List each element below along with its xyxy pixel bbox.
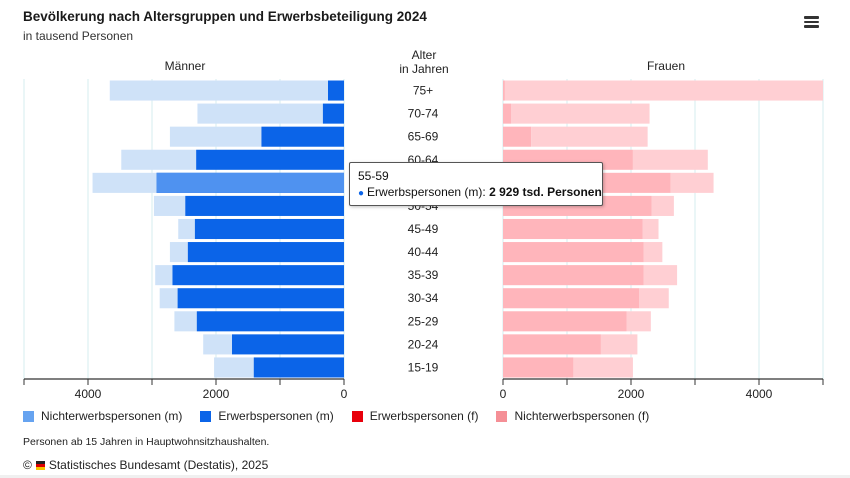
copyright-text: Statistisches Bundesamt (Destatis), 2025	[48, 458, 269, 472]
bar-erwerbspersonen-f	[503, 334, 601, 355]
bar-erwerbspersonen-m	[328, 80, 344, 101]
bar-nichterwerbspersonen-f	[573, 357, 633, 378]
category-label: 65-69	[408, 130, 439, 144]
x-tick-label-left: 2000	[203, 387, 230, 401]
bar-erwerbspersonen-f	[503, 357, 574, 378]
bar-nichterwerbspersonen-f	[504, 80, 823, 101]
bar-nichterwerbspersonen-f	[651, 195, 674, 216]
bar-nichterwerbspersonen-m	[153, 195, 186, 216]
hamburger-menu-icon[interactable]	[802, 14, 822, 32]
bar-erwerbspersonen-f	[503, 103, 512, 124]
bar-nichterwerbspersonen-f	[511, 103, 650, 124]
legend-swatch	[351, 410, 363, 422]
legend-item-erwerbspersonen-f[interactable]: Erwerbspersonen (f)	[351, 409, 479, 423]
bar-erwerbspersonen-m	[253, 357, 344, 378]
legend-swatch	[496, 410, 508, 422]
bar-nichterwerbspersonen-f	[639, 288, 669, 309]
x-tick-label-right: 4000	[746, 387, 773, 401]
panel-title-maenner: Männer	[165, 59, 206, 73]
chart-credits[interactable]: © Statistisches Bundesamt (Destatis), 20…	[23, 458, 268, 472]
legend-label: Nichterwerbspersonen (m)	[41, 409, 183, 423]
bottom-divider	[0, 475, 850, 478]
bar-nichterwerbspersonen-m	[92, 172, 157, 193]
bar-nichterwerbspersonen-m	[214, 357, 254, 378]
bar-erwerbspersonen-f	[503, 126, 532, 147]
chart-tooltip: 55-59 ● Erwerbspersonen (m): 2 929 tsd. P…	[349, 162, 603, 206]
bar-nichterwerbspersonen-m	[109, 80, 328, 101]
tooltip-value: 2 929 tsd. Personen	[489, 185, 602, 199]
bar-nichterwerbspersonen-f	[626, 311, 651, 332]
category-label: 40-44	[408, 245, 439, 259]
legend-swatch	[200, 410, 212, 422]
bar-erwerbspersonen-m	[185, 195, 344, 216]
copyright-symbol: ©	[23, 458, 32, 472]
x-tick-label-right: 0	[500, 387, 507, 401]
bar-nichterwerbspersonen-f	[642, 218, 659, 240]
bar-erwerbspersonen-m	[196, 311, 344, 332]
bar-erwerbspersonen-m	[187, 242, 344, 263]
bar-nichterwerbspersonen-f	[600, 334, 638, 355]
bar-erwerbspersonen-m	[172, 265, 344, 286]
legend-item-nichterwerbspersonen-f[interactable]: Nichterwerbspersonen (f)	[496, 409, 649, 423]
x-tick-label-left: 4000	[75, 387, 102, 401]
legend-label: Erwerbspersonen (m)	[218, 409, 334, 423]
legend-item-nichterwerbspersonen-m[interactable]: Nichterwerbspersonen (m)	[23, 409, 182, 423]
bar-nichterwerbspersonen-m	[174, 311, 197, 332]
chart-subtitle: in tausend Personen	[23, 29, 134, 43]
bar-nichterwerbspersonen-m	[155, 265, 173, 286]
bar-nichterwerbspersonen-f	[643, 242, 663, 263]
legend-label: Nichterwerbspersonen (f)	[514, 409, 650, 423]
legend-item-erwerbspersonen-m[interactable]: Erwerbspersonen (m)	[200, 409, 334, 423]
category-label: 20-24	[408, 337, 439, 351]
tooltip-value-line: ● Erwerbspersonen (m): 2 929 tsd. Persone…	[358, 185, 602, 199]
category-label: 45-49	[408, 222, 439, 236]
bar-nichterwerbspersonen-f	[531, 126, 648, 147]
bar-erwerbspersonen-m	[261, 126, 344, 147]
tooltip-series-dot-icon: ●	[358, 188, 365, 199]
bar-erwerbspersonen-m	[194, 218, 344, 240]
bar-nichterwerbspersonen-f	[643, 265, 678, 286]
bar-erwerbspersonen-f	[503, 288, 640, 309]
legend-swatch	[23, 410, 34, 422]
chart-footnote: Personen ab 15 Jahren in Hauptwohnsitzha…	[23, 436, 270, 448]
category-label: 75+	[413, 84, 433, 98]
tooltip-category: 55-59	[358, 169, 389, 183]
category-label: 15-19	[408, 360, 439, 374]
category-axis-title: in Jahren	[399, 62, 448, 76]
x-tick-label-right: 2000	[618, 387, 645, 401]
category-label: 70-74	[408, 107, 439, 121]
category-label: 30-34	[408, 291, 439, 305]
bar-nichterwerbspersonen-m	[159, 288, 178, 309]
tooltip-series-label: Erwerbspersonen (m):	[367, 185, 490, 199]
bar-erwerbspersonen-f	[503, 80, 505, 101]
bar-nichterwerbspersonen-m	[178, 218, 195, 240]
bar-nichterwerbspersonen-m	[121, 149, 197, 170]
bar-nichterwerbspersonen-m	[197, 103, 323, 124]
legend-label: Erwerbspersonen (f)	[369, 409, 479, 423]
bar-erwerbspersonen-f	[503, 242, 644, 263]
bar-nichterwerbspersonen-f	[632, 149, 708, 170]
category-label: 35-39	[408, 268, 439, 282]
bar-nichterwerbspersonen-m	[203, 334, 232, 355]
destatis-flag-icon	[35, 460, 45, 470]
panel-title-frauen: Frauen	[647, 59, 685, 73]
bar-nichterwerbspersonen-m	[169, 242, 188, 263]
bar-erwerbspersonen-f	[503, 311, 627, 332]
category-axis-title: Alter	[412, 48, 437, 62]
bar-erwerbspersonen-f	[503, 218, 643, 240]
bar-erwerbspersonen-m	[177, 288, 344, 309]
bar-nichterwerbspersonen-f	[670, 172, 714, 193]
x-tick-label-left: 0	[341, 387, 348, 401]
bar-erwerbspersonen-m-highlighted	[156, 172, 344, 193]
bar-erwerbspersonen-m	[322, 103, 344, 124]
bar-erwerbspersonen-m	[232, 334, 344, 355]
category-label: 25-29	[408, 314, 439, 328]
chart-title: Bevölkerung nach Altersgruppen und Erwer…	[23, 9, 427, 24]
chart-legend: Nichterwerbspersonen (m) Erwerbspersonen…	[23, 409, 649, 423]
bar-erwerbspersonen-m	[196, 149, 344, 170]
bar-erwerbspersonen-f	[503, 265, 644, 286]
bar-nichterwerbspersonen-m	[169, 126, 262, 147]
